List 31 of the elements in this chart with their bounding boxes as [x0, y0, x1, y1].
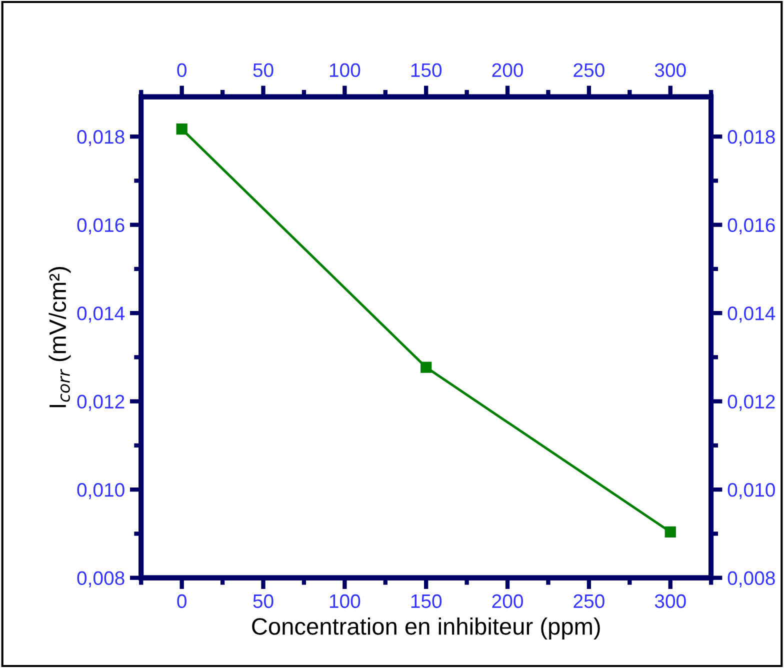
y2-tick-label: 0,010 [728, 483, 775, 500]
y-tick-label: 0,012 [77, 394, 124, 411]
y-tick-label: 0,016 [77, 218, 124, 234]
y-tick-label: 0,014 [77, 306, 125, 323]
x2-tick-label: 50 [253, 63, 274, 78]
y2-tick-label: 0,018 [728, 130, 775, 146]
y2-tick-label: 0,012 [728, 394, 775, 411]
y-axis-title: I$_{corr}$ (mV/cm²) [48, 267, 71, 408]
x2-tick-label: 0 [177, 63, 186, 78]
y-tick-label: 0,010 [77, 483, 124, 500]
x2-tick-label: 100 [330, 63, 360, 78]
point [176, 124, 188, 135]
y2-tick-label: 0,008 [728, 571, 775, 588]
x-tick-label: 50 [253, 594, 274, 608]
x-tick-label: 150 [411, 594, 442, 608]
x-tick-label: 300 [654, 594, 686, 608]
x-axis-title: Concentration en inhibiteur (ppm) [252, 617, 600, 640]
x-tick-label: 250 [574, 594, 604, 608]
x2-tick-label: 300 [654, 63, 686, 78]
x2-tick-label: 250 [574, 63, 604, 78]
y2-tick-label: 0,014 [728, 306, 776, 323]
y-tick-label: 0,008 [77, 571, 124, 588]
point [420, 362, 432, 373]
y2-tick-label: 0,016 [728, 218, 775, 234]
point [664, 526, 676, 538]
x-tick-label: 200 [492, 594, 523, 608]
y-tick-label: 0,018 [77, 130, 124, 146]
x2-tick-label: 150 [411, 63, 442, 78]
x-tick-label: 100 [330, 594, 360, 608]
x-tick-label: 0 [177, 594, 186, 608]
x2-tick-label: 200 [492, 63, 523, 78]
